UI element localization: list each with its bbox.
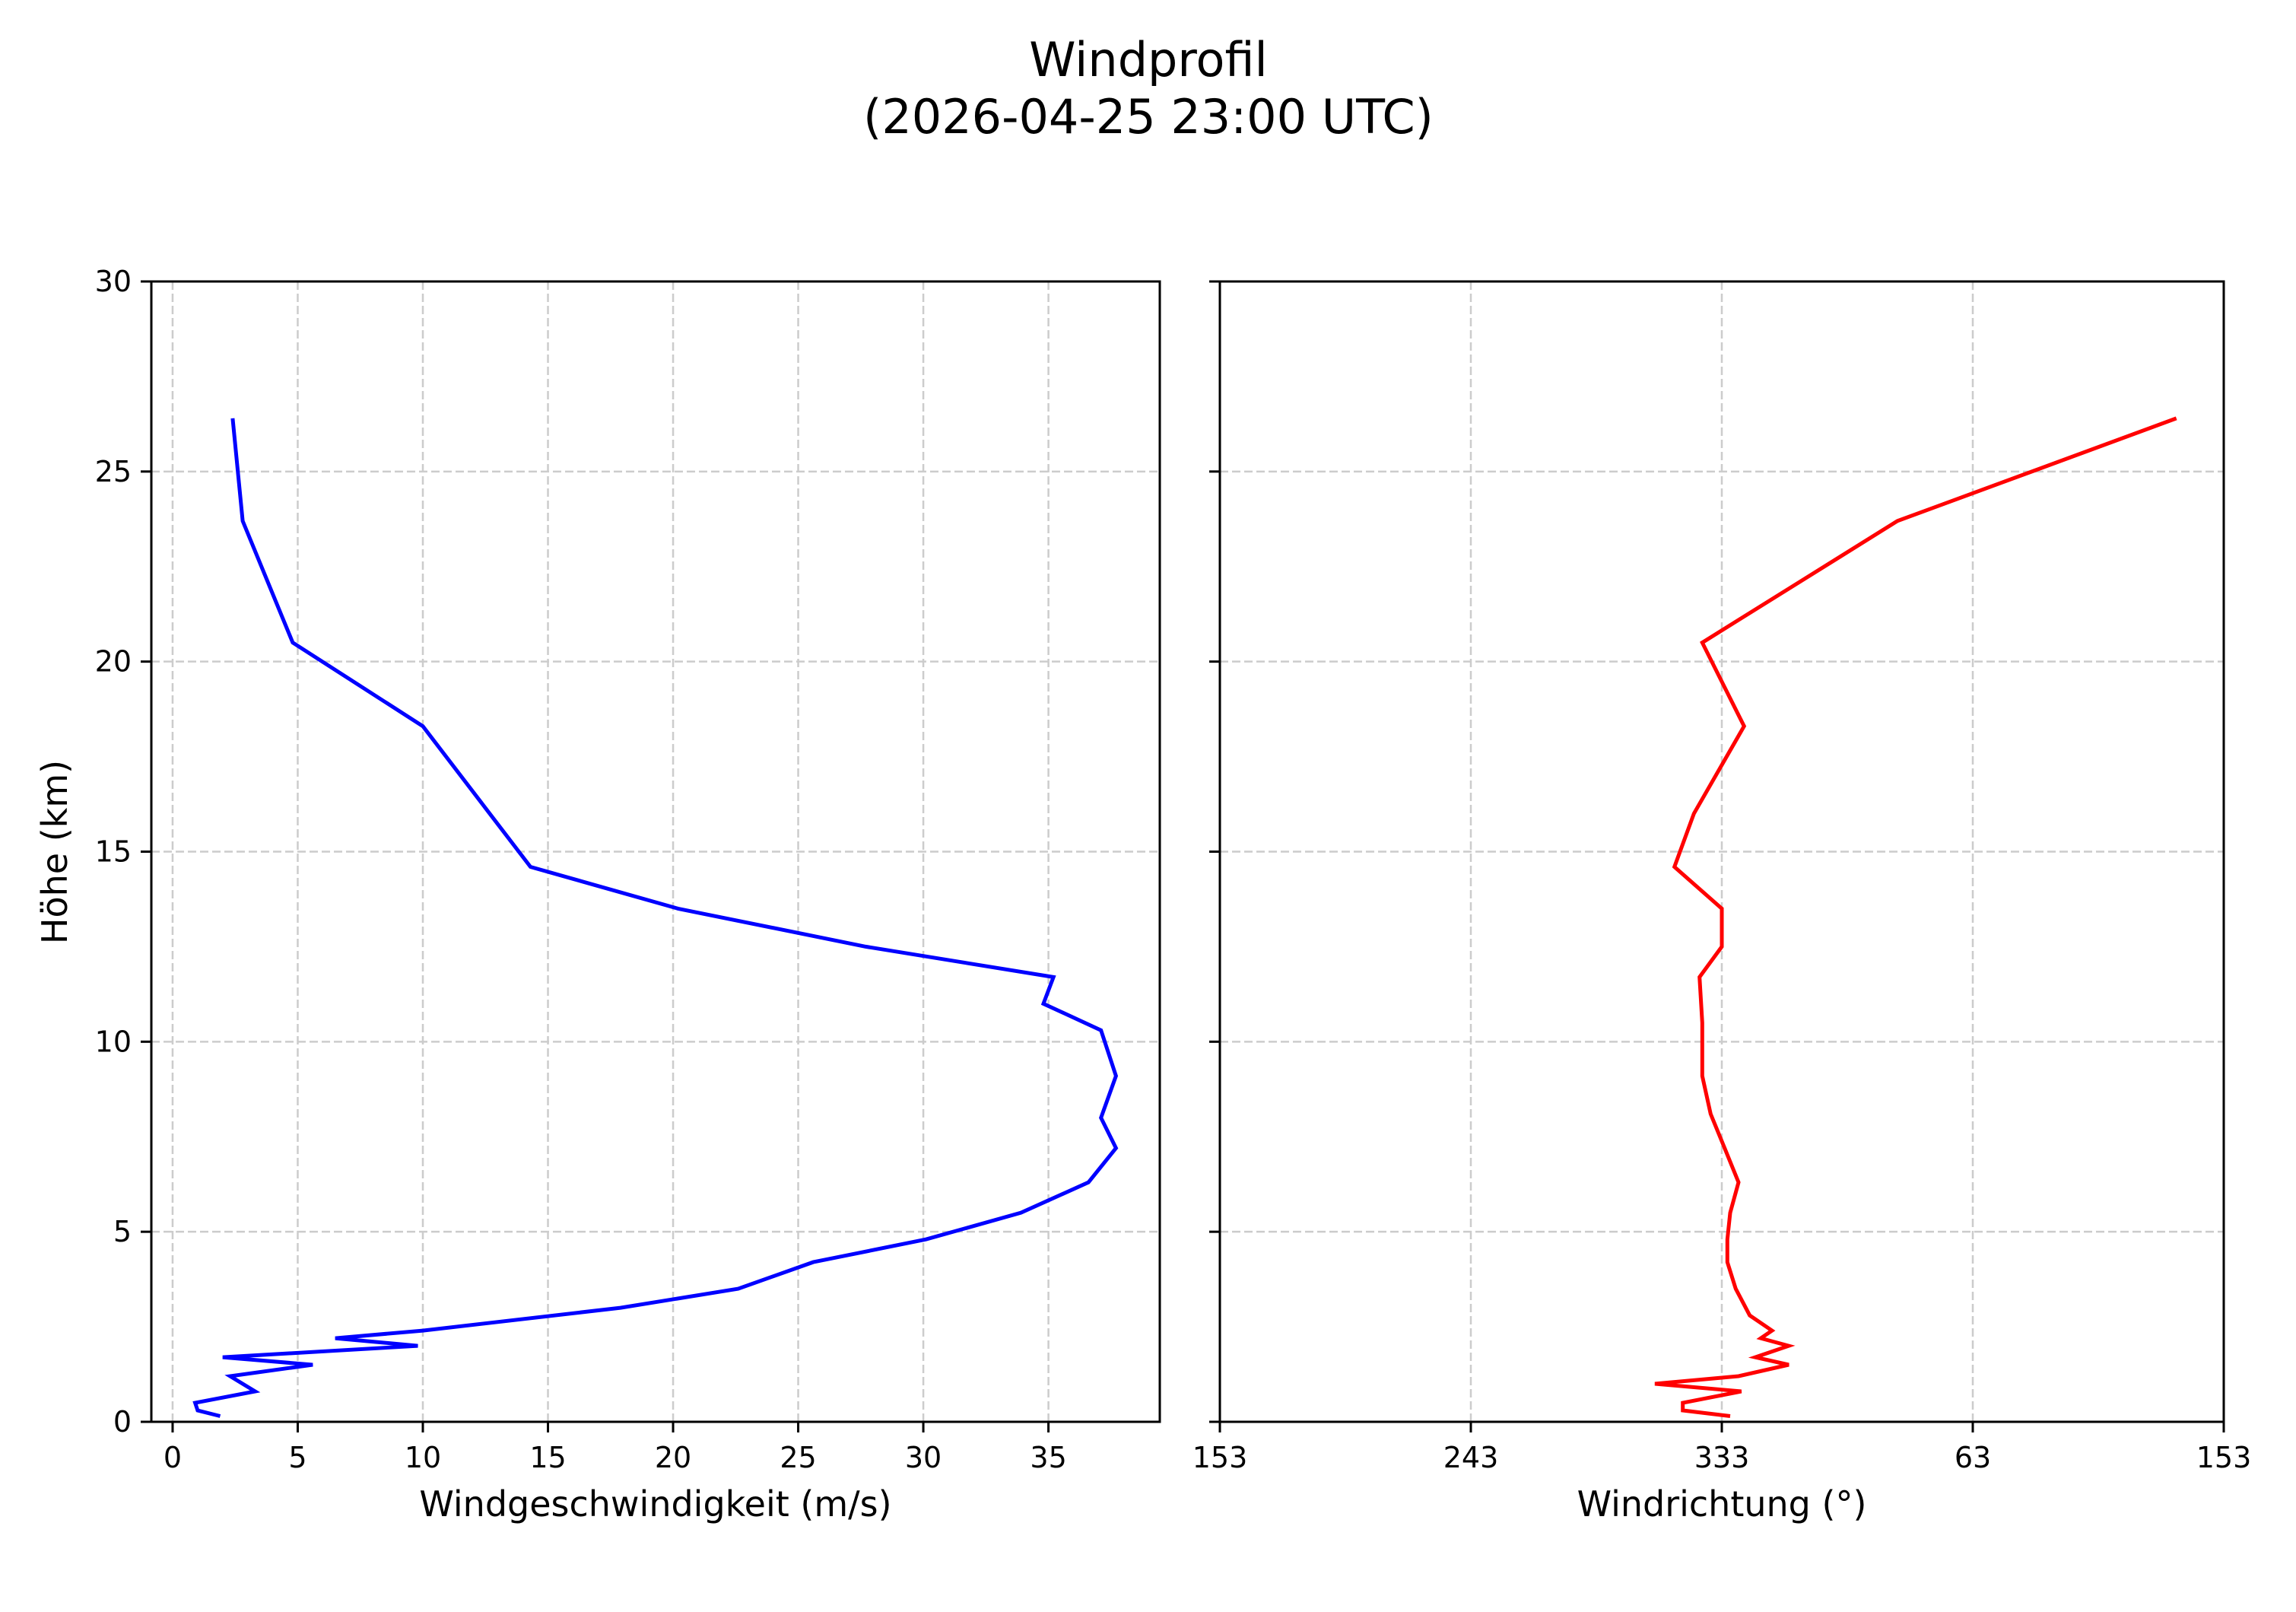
figure-title-line1: Windprofil <box>1029 32 1268 87</box>
y-tick-label: 0 <box>113 1405 132 1439</box>
x-tick-label: 20 <box>655 1441 691 1474</box>
x-tick-label: 333 <box>1694 1441 1750 1474</box>
wind-speed-x-axis-label: Windgeschwindigkeit (m/s) <box>419 1483 891 1525</box>
wind-direction-x-ticks: 153 243 333 63 153 <box>1192 1422 2252 1474</box>
y-tick-label: 20 <box>95 645 132 679</box>
x-tick-label: 153 <box>2196 1441 2252 1474</box>
x-tick-label: 0 <box>164 1441 182 1474</box>
x-tick-label: 15 <box>529 1441 566 1474</box>
x-tick-label: 5 <box>288 1441 306 1474</box>
x-tick-label: 30 <box>905 1441 942 1474</box>
wind-direction-panel: 153 243 333 63 153 Windrichtung (°) <box>1192 280 2252 1525</box>
wind-direction-y-ticks <box>1209 280 1220 1423</box>
wind-direction-x-axis-label: Windrichtung (°) <box>1577 1483 1867 1525</box>
x-tick-label: 25 <box>780 1441 816 1474</box>
x-tick-label: 63 <box>1955 1441 1991 1474</box>
x-tick-label: 153 <box>1192 1441 1248 1474</box>
figure-title-line2: (2026-04-25 23:00 UTC) <box>863 89 1434 145</box>
wind-speed-x-ticks: 0 5 10 15 20 25 30 35 <box>164 1422 1067 1474</box>
x-tick-label: 10 <box>405 1441 441 1474</box>
height-y-axis-label: Höhe (km) <box>34 760 75 944</box>
y-tick-label: 25 <box>95 455 132 488</box>
y-tick-label: 15 <box>95 835 132 869</box>
wind-direction-line <box>1654 416 2177 1418</box>
x-tick-label: 35 <box>1030 1441 1066 1474</box>
y-tick-label: 5 <box>113 1215 132 1248</box>
wind-speed-panel: 0 5 10 15 20 25 30 35 0 5 10 15 20 25 30 Windgeschwin… <box>34 265 1161 1525</box>
x-tick-label: 243 <box>1443 1441 1499 1474</box>
wind-speed-line <box>192 418 1119 1418</box>
y-tick-label: 10 <box>95 1025 132 1058</box>
height-y-ticks: 0 5 10 15 20 25 30 <box>95 265 151 1439</box>
y-tick-label: 30 <box>95 265 132 298</box>
